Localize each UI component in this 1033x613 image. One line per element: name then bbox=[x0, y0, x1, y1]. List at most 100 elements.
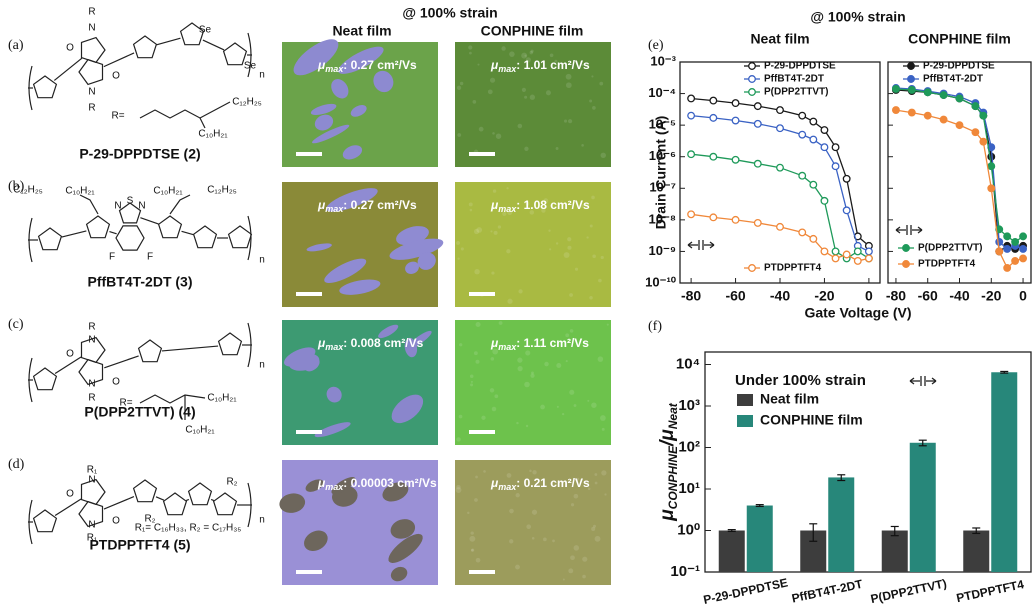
film-texture bbox=[567, 246, 571, 250]
film-texture bbox=[601, 256, 604, 259]
bond bbox=[162, 346, 218, 351]
data-point bbox=[688, 112, 695, 119]
panel-label: (d) bbox=[8, 457, 25, 472]
legend-marker bbox=[908, 76, 915, 83]
substituent-label: C₁₀H₂₁ bbox=[198, 129, 228, 140]
film-texture bbox=[563, 578, 565, 580]
substituent-label: C₁₀H₂₁ bbox=[185, 425, 215, 436]
film-texture bbox=[470, 374, 474, 378]
substituent-label: n bbox=[259, 255, 265, 266]
ring bbox=[219, 333, 242, 355]
film-texture bbox=[477, 64, 479, 66]
substituent-label: O bbox=[112, 71, 120, 82]
mobility-value: : 0.00003 cm²/Vs bbox=[343, 476, 437, 490]
film-texture bbox=[457, 133, 461, 137]
film-texture bbox=[522, 88, 526, 92]
x-tick-label: -60 bbox=[725, 288, 745, 304]
substituent-label: R₂ bbox=[226, 477, 237, 488]
film-texture bbox=[492, 407, 497, 412]
substituent-label: O bbox=[66, 43, 74, 54]
data-point bbox=[832, 255, 839, 262]
data-point bbox=[940, 116, 947, 123]
data-point bbox=[832, 248, 839, 255]
film-texture bbox=[599, 82, 603, 86]
substituent-label: N bbox=[88, 23, 95, 34]
panel-label: (a) bbox=[8, 38, 24, 53]
x-axis-label: Gate Voltage (V) bbox=[804, 305, 911, 321]
film-texture bbox=[490, 230, 492, 232]
legend-title: Under 100% strain bbox=[735, 372, 866, 389]
film-texture bbox=[483, 470, 486, 473]
film-texture bbox=[518, 289, 522, 293]
legend-label: CONPHINE film bbox=[760, 412, 863, 428]
substituent-label: S bbox=[127, 196, 134, 207]
substituent-label: R bbox=[88, 7, 95, 18]
film-texture bbox=[515, 565, 520, 570]
legend-swatch bbox=[737, 415, 753, 427]
x-tick-label: PffBT4T-2DT bbox=[790, 577, 864, 606]
mobility-subscript: max bbox=[498, 64, 517, 74]
bar bbox=[882, 530, 908, 572]
film-texture bbox=[569, 293, 573, 297]
data-point bbox=[1012, 258, 1019, 265]
mobility-value: : 0.008 cm²/Vs bbox=[343, 336, 423, 350]
film-texture bbox=[574, 404, 577, 407]
film-texture bbox=[524, 382, 530, 388]
data-point bbox=[893, 107, 900, 114]
film-texture bbox=[471, 531, 474, 534]
film-texture bbox=[457, 86, 461, 90]
mobility-subscript: max bbox=[325, 342, 344, 352]
mobility-value: : 1.08 cm²/Vs bbox=[516, 198, 590, 212]
polymer-name: PffBT4T-2DT (3) bbox=[88, 274, 193, 290]
film-texture bbox=[507, 473, 512, 478]
page: {"figure": { "panel_labels": ["(a)", "(b… bbox=[0, 0, 1033, 613]
film-texture bbox=[600, 415, 606, 421]
film-texture bbox=[476, 227, 482, 233]
data-point bbox=[843, 251, 850, 258]
legend-marker bbox=[749, 89, 756, 96]
substituent-label: O bbox=[112, 516, 120, 527]
data-point bbox=[754, 121, 761, 128]
film-texture bbox=[566, 74, 572, 80]
film-texture bbox=[592, 255, 596, 259]
data-point bbox=[821, 144, 828, 151]
bar bbox=[719, 530, 745, 572]
legend-label: P-29-DPPDTSE bbox=[764, 61, 836, 72]
alkyl-chain bbox=[80, 195, 98, 214]
x-tick-label: P(DPP2TTVT) bbox=[869, 576, 948, 606]
alkyl-chain bbox=[200, 118, 205, 128]
data-point bbox=[810, 118, 817, 125]
film-texture bbox=[556, 147, 559, 150]
data-point bbox=[980, 138, 987, 145]
data-point bbox=[688, 95, 695, 102]
film-texture bbox=[494, 231, 498, 235]
y-tick-label: 10⁻¹ bbox=[670, 563, 700, 580]
film-texture bbox=[595, 536, 601, 542]
data-point bbox=[777, 224, 784, 231]
y-axis-label-part: CONPHINE bbox=[666, 445, 680, 509]
y-tick-label: 10⁻¹⁰ bbox=[645, 274, 677, 289]
film-texture bbox=[460, 82, 463, 85]
substituent-label: n bbox=[259, 360, 265, 371]
ring bbox=[134, 480, 157, 502]
bond bbox=[157, 38, 181, 45]
data-point bbox=[988, 185, 995, 192]
film-texture bbox=[473, 100, 477, 104]
substituent-label: O bbox=[112, 377, 120, 388]
film-texture bbox=[457, 258, 459, 260]
bar bbox=[991, 372, 1017, 572]
substituent-label: O bbox=[66, 489, 74, 500]
y-tick-label: 10⁴ bbox=[676, 355, 700, 372]
mobility-subscript: max bbox=[325, 64, 344, 74]
substituent-label: N bbox=[138, 201, 145, 212]
film-texture bbox=[591, 75, 593, 77]
data-point bbox=[710, 153, 717, 160]
legend-marker bbox=[903, 245, 910, 252]
film-texture bbox=[589, 296, 593, 300]
film-texture bbox=[529, 470, 531, 472]
data-point bbox=[1012, 239, 1019, 246]
film-texture bbox=[582, 557, 587, 562]
legend-marker bbox=[749, 76, 756, 83]
ring bbox=[39, 228, 62, 250]
y-tick-label: 10² bbox=[678, 438, 700, 455]
